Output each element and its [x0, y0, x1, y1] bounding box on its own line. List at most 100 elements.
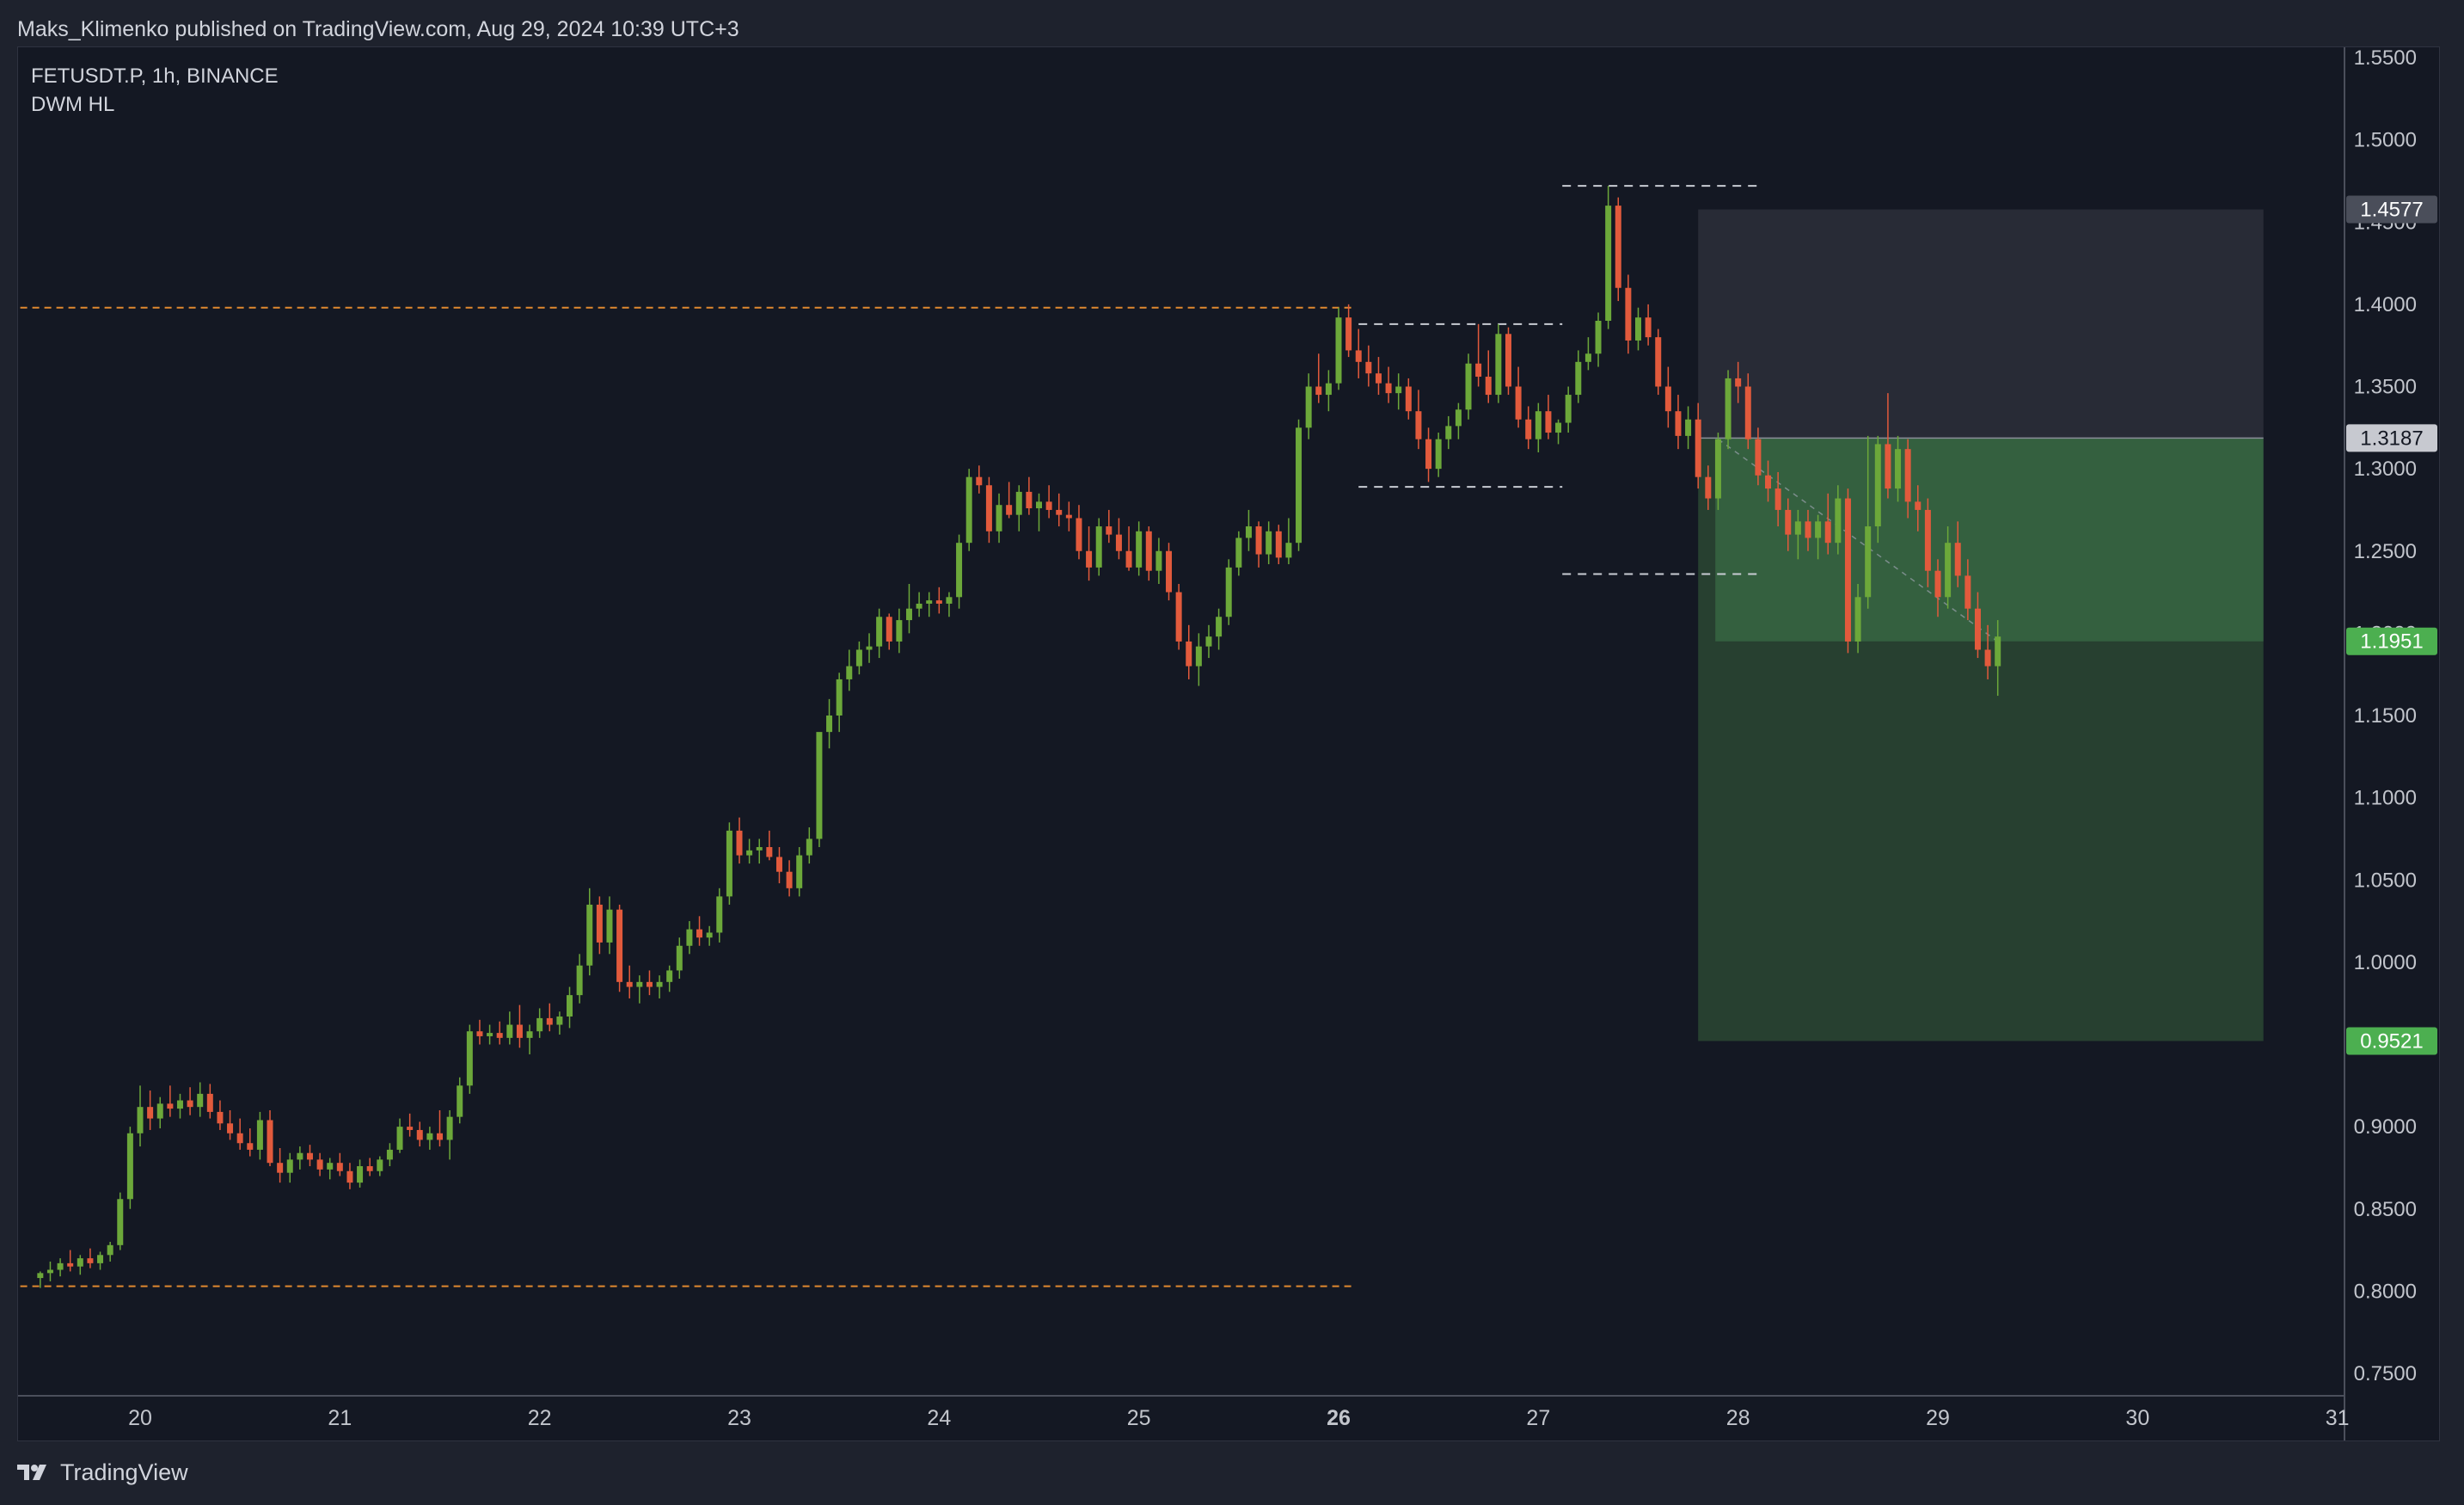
candle-body[interactable]: [586, 904, 593, 966]
candle-body[interactable]: [1705, 476, 1712, 499]
candle-body[interactable]: [286, 1159, 293, 1173]
candle-body[interactable]: [306, 1152, 313, 1160]
candle-body[interactable]: [926, 600, 933, 604]
indicator-name[interactable]: DWM HL: [31, 93, 115, 116]
candle-body[interactable]: [496, 1033, 503, 1038]
candle-body[interactable]: [247, 1143, 254, 1150]
candle-body[interactable]: [1395, 386, 1402, 394]
candle-body[interactable]: [1285, 543, 1292, 558]
candle-body[interactable]: [1974, 608, 1981, 650]
candle-body[interactable]: [1076, 518, 1082, 551]
candle-body[interactable]: [1595, 321, 1602, 354]
candle-body[interactable]: [1415, 411, 1422, 439]
candle-body[interactable]: [706, 932, 713, 938]
candle-body[interactable]: [546, 1017, 553, 1025]
candle-body[interactable]: [87, 1258, 94, 1263]
candle-body[interactable]: [1495, 334, 1502, 396]
candle-body[interactable]: [1325, 383, 1332, 396]
candle-body[interactable]: [826, 716, 833, 733]
candle-body[interactable]: [1195, 646, 1202, 666]
candle-body[interactable]: [1675, 411, 1682, 436]
candle-body[interactable]: [1615, 206, 1621, 288]
symbol-info[interactable]: FETUSDT.P, 1h, BINANCE: [31, 64, 279, 88]
candle-body[interactable]: [576, 965, 583, 996]
candle-body[interactable]: [1216, 617, 1223, 637]
candle-body[interactable]: [316, 1159, 323, 1170]
candle-body[interactable]: [1175, 592, 1182, 642]
candle-body[interactable]: [256, 1120, 263, 1150]
candle-body[interactable]: [1255, 526, 1262, 555]
chart-pane[interactable]: 1.55001.50001.45001.40001.35001.30001.25…: [17, 46, 2440, 1441]
candle-body[interactable]: [137, 1107, 144, 1133]
candle-body[interactable]: [1904, 449, 1911, 502]
candle-body[interactable]: [437, 1133, 443, 1140]
candle-body[interactable]: [1695, 419, 1701, 477]
candle-body[interactable]: [596, 904, 603, 943]
candle-body[interactable]: [217, 1111, 224, 1124]
candle-body[interactable]: [1824, 521, 1831, 544]
candle-body[interactable]: [516, 1024, 523, 1038]
candle-body[interactable]: [1645, 317, 1652, 338]
candle-body[interactable]: [1235, 538, 1242, 568]
candle-body[interactable]: [536, 1017, 543, 1032]
candle-body[interactable]: [426, 1133, 433, 1140]
candle-body[interactable]: [1515, 386, 1522, 420]
candle-body[interactable]: [806, 838, 812, 856]
candle-body[interactable]: [726, 830, 732, 897]
candle-body[interactable]: [1794, 521, 1801, 535]
candle-body[interactable]: [1545, 411, 1552, 433]
candle-body[interactable]: [1774, 488, 1781, 510]
candle-body[interactable]: [666, 970, 673, 982]
candle-body[interactable]: [1525, 419, 1532, 439]
candle-body[interactable]: [1924, 509, 1931, 571]
candle-body[interactable]: [396, 1127, 403, 1150]
candle-body[interactable]: [1065, 514, 1072, 519]
candle-body[interactable]: [1714, 439, 1721, 499]
candle-body[interactable]: [1565, 395, 1572, 423]
candle-body[interactable]: [1405, 386, 1412, 412]
candle-body[interactable]: [236, 1133, 243, 1144]
candle-body[interactable]: [476, 1031, 483, 1036]
candle-body[interactable]: [1505, 334, 1511, 387]
candle-body[interactable]: [1266, 531, 1272, 555]
candle-body[interactable]: [886, 617, 892, 642]
candle-body[interactable]: [1915, 501, 1922, 510]
candle-body[interactable]: [905, 608, 912, 621]
candle-body[interactable]: [1835, 498, 1842, 544]
candle-body[interactable]: [1535, 411, 1542, 439]
candle-body[interactable]: [1625, 287, 1632, 341]
candle-body[interactable]: [1805, 521, 1811, 538]
candle-body[interactable]: [816, 732, 823, 839]
candle-body[interactable]: [37, 1273, 44, 1279]
candle-body[interactable]: [197, 1093, 204, 1108]
candle-body[interactable]: [1575, 361, 1582, 396]
candle-body[interactable]: [67, 1262, 74, 1267]
candle-body[interactable]: [176, 1100, 183, 1109]
candle-body[interactable]: [1755, 439, 1762, 476]
candle-body[interactable]: [1225, 567, 1232, 617]
candle-body[interactable]: [1945, 543, 1952, 598]
candle-body[interactable]: [487, 1033, 493, 1036]
candle-body[interactable]: [1635, 317, 1641, 341]
candle-body[interactable]: [526, 1031, 533, 1038]
candle-body[interactable]: [1934, 570, 1941, 598]
candle-body[interactable]: [786, 871, 793, 888]
candle-body[interactable]: [1655, 337, 1662, 387]
candle-body[interactable]: [1865, 526, 1872, 598]
candle-body[interactable]: [836, 679, 843, 716]
candle-body[interactable]: [1785, 509, 1792, 535]
candle-body[interactable]: [1205, 636, 1212, 647]
candle-body[interactable]: [985, 485, 992, 531]
candle-body[interactable]: [97, 1255, 104, 1263]
candle-body[interactable]: [357, 1166, 364, 1183]
candle-body[interactable]: [1045, 501, 1052, 510]
price-chart[interactable]: 1.55001.50001.45001.40001.35001.30001.25…: [18, 47, 2439, 1440]
candle-body[interactable]: [676, 945, 683, 971]
candle-body[interactable]: [1765, 475, 1772, 489]
candle-body[interactable]: [1465, 363, 1472, 410]
candle-body[interactable]: [946, 597, 953, 604]
candle-body[interactable]: [187, 1100, 193, 1108]
candle-body[interactable]: [646, 981, 653, 987]
candle-body[interactable]: [1605, 206, 1612, 321]
candle-body[interactable]: [1735, 378, 1742, 387]
